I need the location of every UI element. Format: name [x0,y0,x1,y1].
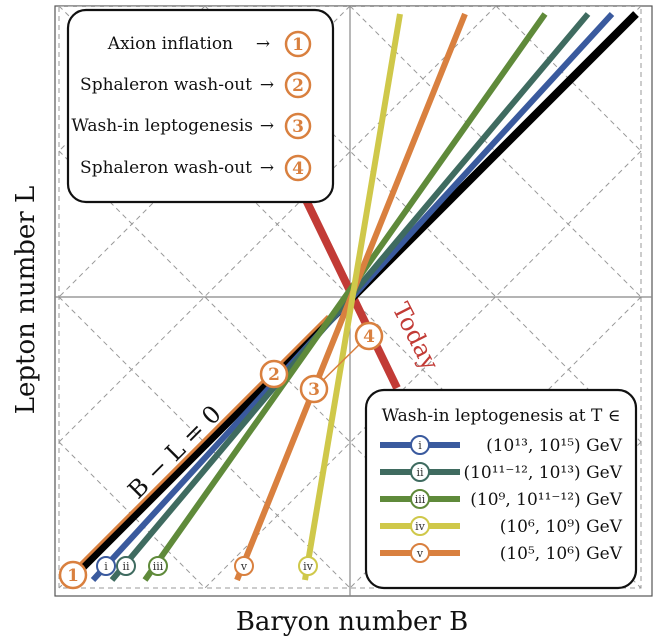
svg-text:(10¹¹⁻¹², 10¹³) GeV: (10¹¹⁻¹², 10¹³) GeV [463,463,622,483]
marker-2: 2 [259,359,289,389]
plot-frame [54,5,653,597]
legend-entry-iv: iv (10⁶, 10⁹) GeV [380,516,623,537]
step-1-number: 1 [292,35,304,55]
line-iv [302,13,403,581]
today-label: Today [387,298,445,375]
legend-box: Wash-in leptogenesis at T ∈ i (10¹³, 10¹… [364,388,638,590]
roman-marker-iv: iv [298,556,318,576]
svg-text:iii: iii [153,560,164,573]
svg-text:i: i [104,560,108,573]
legend-title: Wash-in leptogenesis at T ∈ [382,406,621,426]
step-1-circle [284,30,312,58]
roman-marker-ii: ii [116,556,136,576]
roman-marker-iii: iii [148,556,168,576]
svg-text:3: 3 [308,380,320,400]
y-axis-label: Lepton number L [11,186,41,415]
step-2-arrow: → [260,75,274,95]
legend-entry-ii: ii (10¹¹⁻¹², 10¹³) GeV [380,462,623,483]
step-2-circle [284,71,312,99]
legend-entry-i: i (10¹³, 10¹⁵) GeV [380,435,623,456]
svg-text:(10⁵, 10⁶) GeV: (10⁵, 10⁶) GeV [500,544,623,564]
line-iii [142,12,548,582]
x-axis-label: Baryon number B [236,607,468,637]
svg-text:(10⁶, 10⁹) GeV: (10⁶, 10⁹) GeV [500,517,623,537]
marker-3: 3 [299,374,329,404]
step-2-label: Sphaleron wash-out [80,75,252,95]
svg-text:1: 1 [67,566,79,586]
svg-text:v: v [240,560,248,573]
svg-text:2: 2 [268,365,280,385]
step-4-number: 4 [292,159,304,179]
svg-text:4: 4 [363,327,375,347]
step-3-label: Wash-in leptogenesis [71,116,253,136]
step-4-circle [284,154,312,182]
steps-box: Axion inflation → 1 Sphaleron wash-out →… [66,8,335,204]
marker-4: 4 [354,321,384,351]
legend-entry-iii: iii (10⁹, 10¹¹⁻¹²) GeV [380,489,623,510]
roman-marker-i: i [96,556,116,576]
step-1-label: Axion inflation [107,34,233,54]
marker-1: 1 [58,560,88,590]
step-2-number: 2 [292,76,304,96]
svg-text:iv: iv [415,520,426,533]
step-3-arrow: → [260,116,274,136]
legend-entry-v: v (10⁵, 10⁶) GeV [380,543,623,564]
roman-marker-v: v [234,556,254,576]
svg-text:(10¹³, 10¹⁵) GeV: (10¹³, 10¹⁵) GeV [486,436,623,456]
svg-text:ii: ii [416,466,424,479]
svg-text:iv: iv [303,560,314,573]
step-3-circle [284,112,312,140]
step-4-arrow: → [260,158,274,178]
svg-text:ii: ii [122,560,130,573]
axion-inflation-line [68,314,330,576]
step-3-number: 3 [292,117,304,137]
svg-text:v: v [416,547,424,560]
svg-text:iii: iii [415,493,426,506]
step-1-arrow: → [256,34,270,54]
step-4-label: Sphaleron wash-out [80,158,252,178]
svg-text:(10⁹, 10¹¹⁻¹²) GeV: (10⁹, 10¹¹⁻¹²) GeV [470,490,622,510]
svg-text:i: i [418,439,422,452]
